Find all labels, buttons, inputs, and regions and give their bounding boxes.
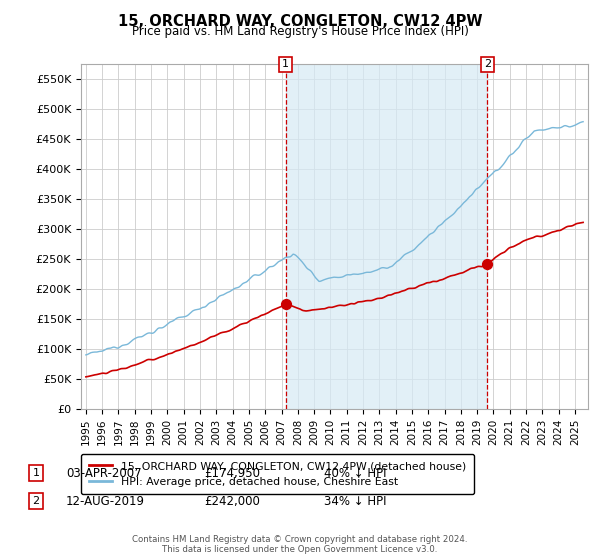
Text: 1: 1 — [282, 59, 289, 69]
Text: 2: 2 — [32, 496, 40, 506]
Point — [482, 259, 492, 268]
Text: 12-AUG-2019: 12-AUG-2019 — [66, 494, 145, 508]
Text: £242,000: £242,000 — [204, 494, 260, 508]
Point — [281, 300, 290, 309]
Text: Contains HM Land Registry data © Crown copyright and database right 2024.
This d: Contains HM Land Registry data © Crown c… — [132, 535, 468, 554]
Text: 2: 2 — [484, 59, 491, 69]
Text: Price paid vs. HM Land Registry's House Price Index (HPI): Price paid vs. HM Land Registry's House … — [131, 25, 469, 38]
Text: 1: 1 — [32, 468, 40, 478]
Legend: 15, ORCHARD WAY, CONGLETON, CW12 4PW (detached house), HPI: Average price, detac: 15, ORCHARD WAY, CONGLETON, CW12 4PW (de… — [81, 454, 474, 494]
Bar — [286, 64, 487, 409]
Text: £174,950: £174,950 — [204, 466, 260, 480]
Text: 34% ↓ HPI: 34% ↓ HPI — [324, 494, 386, 508]
Text: 03-APR-2007: 03-APR-2007 — [66, 466, 142, 480]
Text: 15, ORCHARD WAY, CONGLETON, CW12 4PW: 15, ORCHARD WAY, CONGLETON, CW12 4PW — [118, 14, 482, 29]
Text: 40% ↓ HPI: 40% ↓ HPI — [324, 466, 386, 480]
